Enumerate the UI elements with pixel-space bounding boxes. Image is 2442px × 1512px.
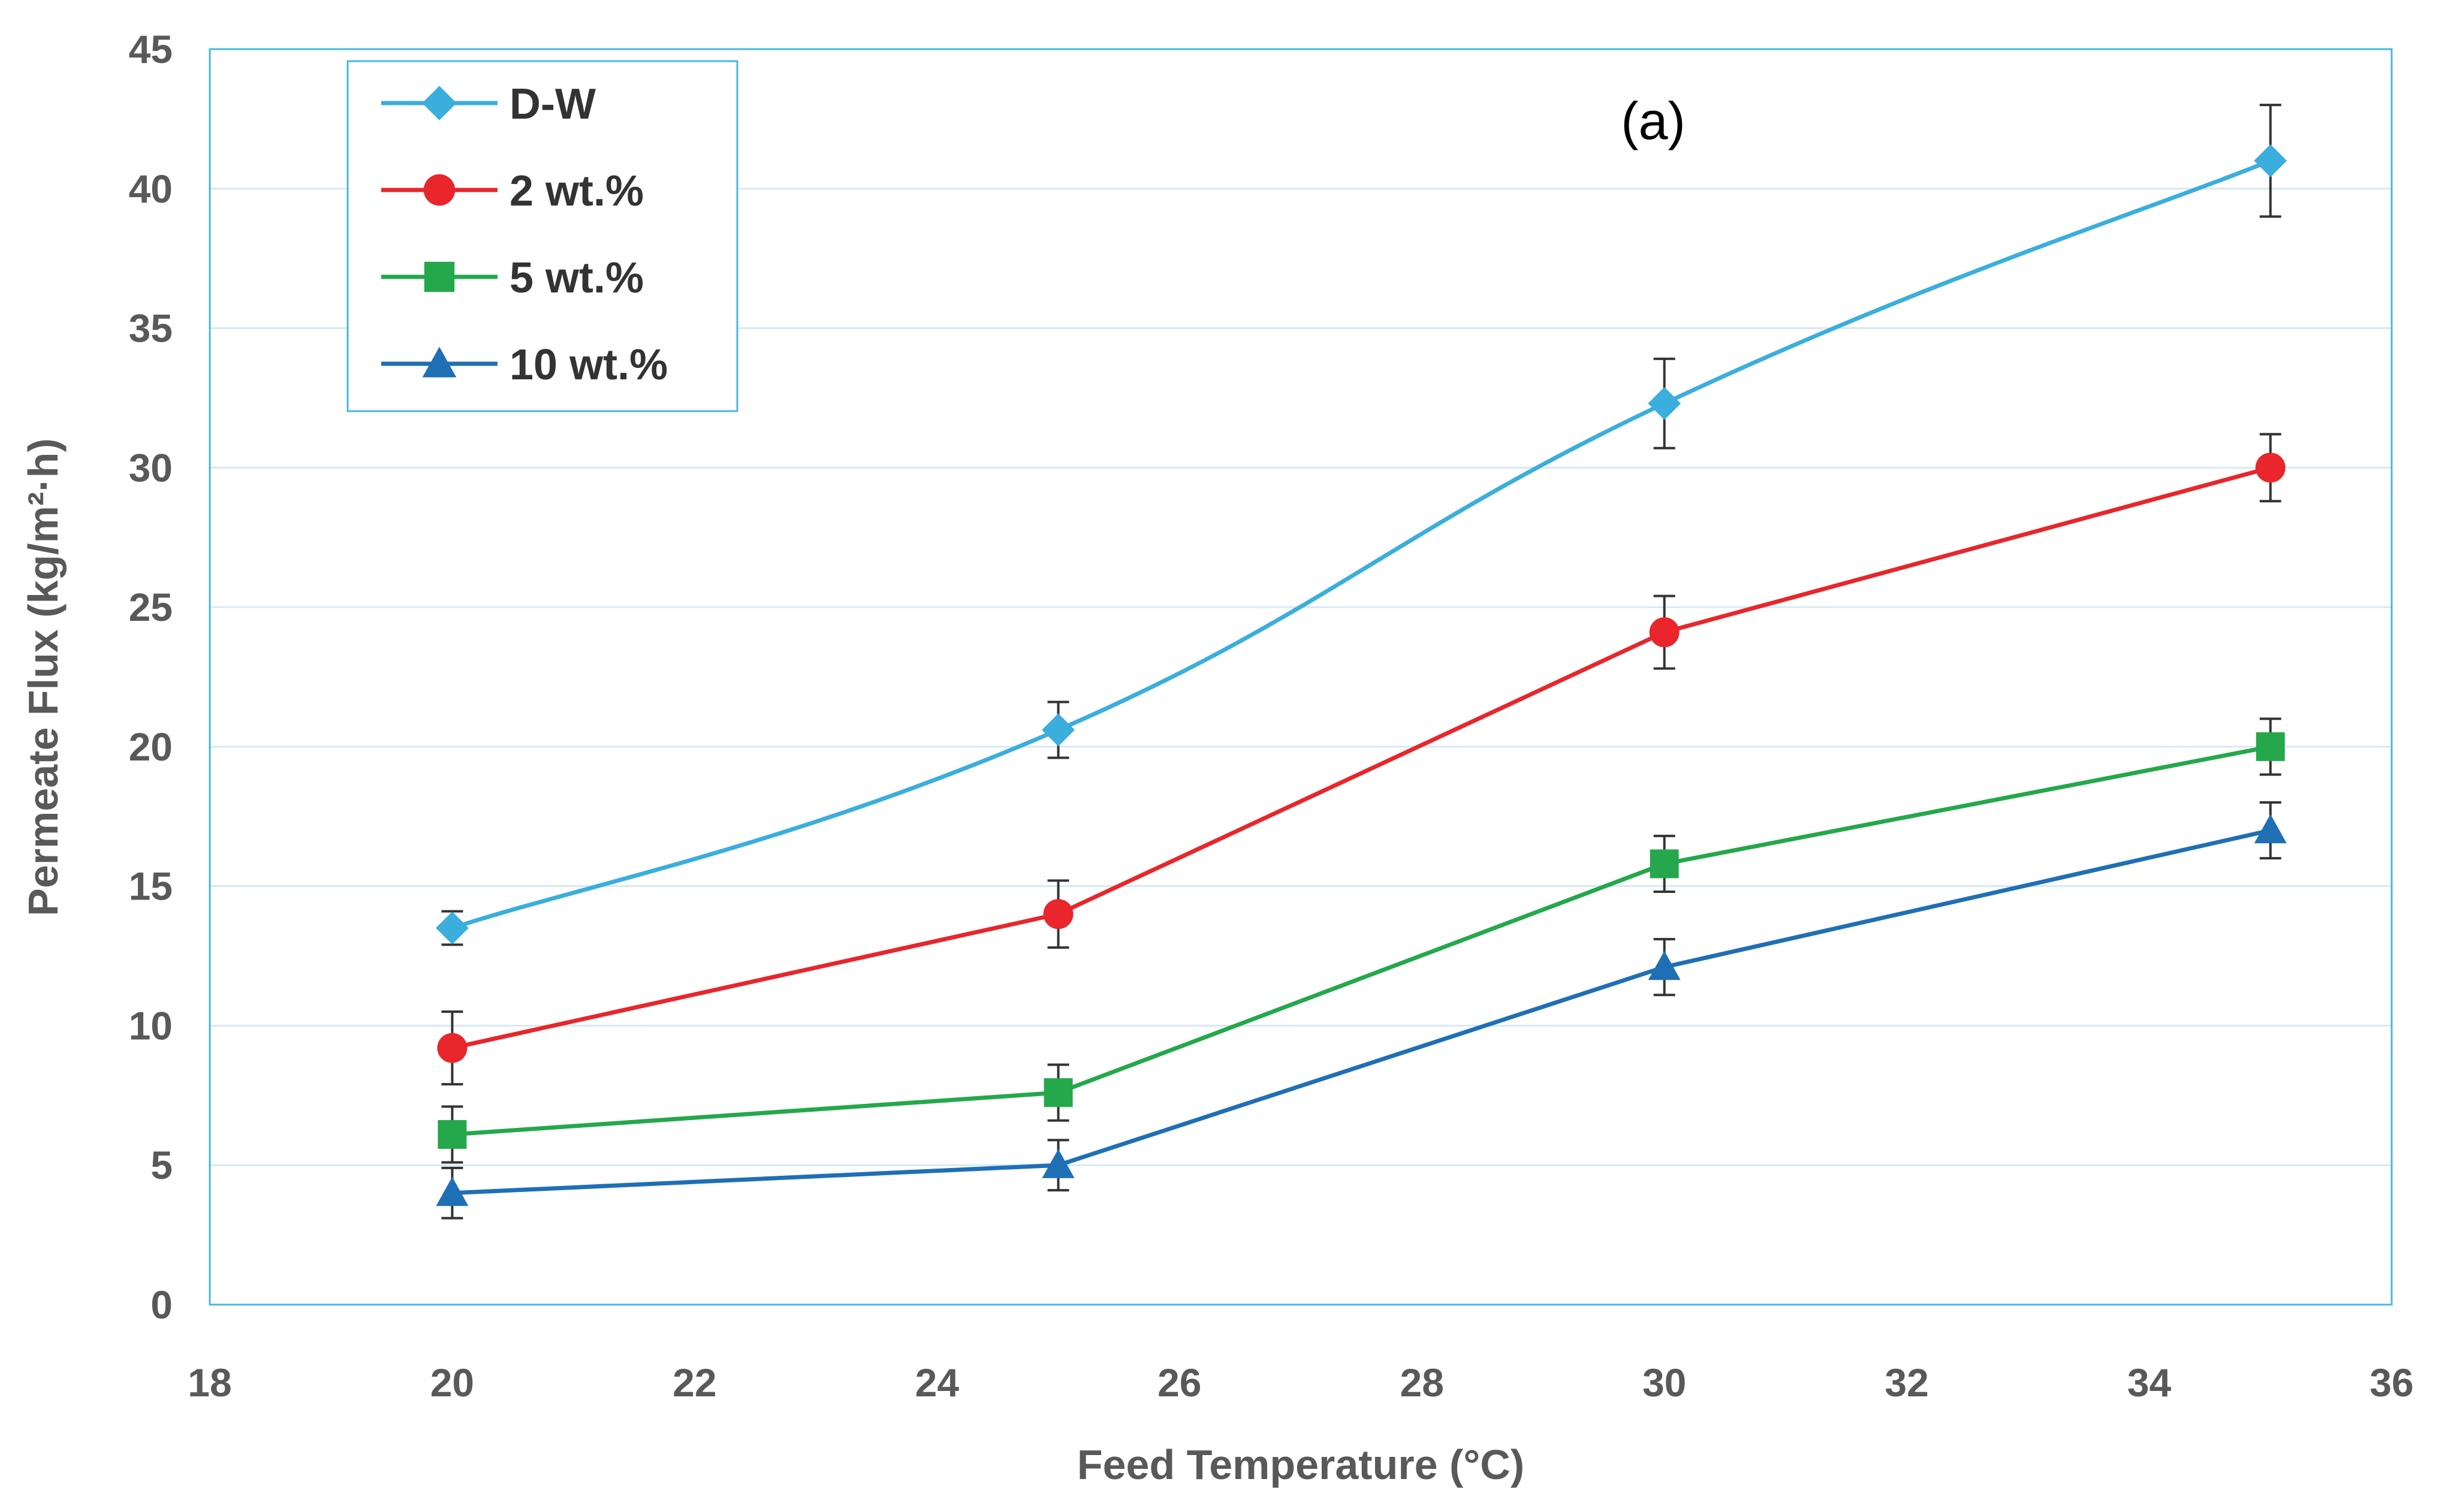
y-tick-label: 45 [129,27,173,71]
series-line-10-wt [452,828,2271,1196]
data-point-10-wt [1042,1149,1075,1178]
chart-annotation: (a) [1621,91,1686,150]
data-point-d-w [2254,144,2287,177]
series-line-d-w [451,158,2272,930]
data-point-2-wt [437,1033,468,1063]
y-tick-label: 15 [129,864,173,909]
series-10-wt [436,801,2287,1220]
legend-label: D-W [509,80,596,128]
x-tick-label: 28 [1400,1360,1444,1405]
data-point-2-wt [2255,452,2286,483]
series-line-5-wt [452,744,2271,1137]
legend-box [346,60,738,412]
legend-marker [422,346,457,378]
legend: D-W 2 wt.% 5 wt.% 10 wt.% [346,60,738,412]
x-tick-label: 32 [1885,1360,1928,1405]
legend-item-10-wt: 10 wt.% [381,341,668,389]
y-tick-label: 30 [129,445,173,490]
y-axis-ticks: 0 5 10 15 20 25 30 35 40 45 [129,27,173,1327]
x-tick-label: 30 [1642,1360,1686,1405]
series-5-wt [438,717,2285,1164]
data-point-2-wt [1043,899,1074,929]
x-tick-label: 22 [673,1360,716,1405]
legend-marker [424,261,455,292]
legend-item-5-wt: 5 wt.% [381,254,644,302]
x-tick-label: 24 [915,1360,960,1405]
plot-area-border [209,48,2393,1306]
data-point-5-wt [438,1120,467,1149]
series-2-wt [437,433,2286,1086]
data-point-10-wt [1648,950,1681,980]
y-tick-label: 0 [150,1282,173,1327]
y-tick-label: 5 [150,1143,173,1187]
legend-item-d-w: D-W [381,80,596,128]
data-point-10-wt [2254,814,2287,844]
y-tick-label: 40 [129,167,173,211]
data-point-5-wt [1650,849,1679,879]
x-axis-ticks: 18 20 22 24 26 28 30 32 34 36 [188,1360,2413,1405]
x-tick-label: 36 [2369,1360,2413,1405]
data-point-2-wt [1649,617,1680,648]
y-tick-label: 25 [129,585,173,629]
y-axis-title: Permeate Flux (kg/m²·h) [20,438,67,916]
legend-label: 5 wt.% [509,254,644,302]
y-tick-label: 10 [129,1003,173,1048]
data-point-d-w [436,912,469,944]
y-tick-label: 35 [129,306,173,351]
y-tick-label: 20 [129,725,173,769]
legend-label: 2 wt.% [509,167,644,215]
legend-item-2-wt: 2 wt.% [381,167,644,215]
data-point-d-w [1042,713,1075,747]
series-line-2-wt [451,465,2271,1051]
x-tick-label: 20 [430,1360,474,1405]
series-layer [436,104,2287,1220]
data-point-10-wt [436,1176,469,1206]
legend-marker [423,174,456,206]
data-point-d-w [1648,387,1681,420]
x-tick-label: 26 [1157,1360,1201,1405]
legend-marker [422,86,457,120]
data-point-5-wt [2256,732,2285,761]
legend-items: D-W 2 wt.% 5 wt.% 10 wt.% [381,80,668,389]
x-tick-label: 18 [188,1360,231,1405]
x-axis-title: Feed Temperature (°C) [1077,1441,1524,1488]
legend-label: 10 wt.% [509,341,668,389]
data-point-5-wt [1044,1078,1073,1107]
x-tick-label: 34 [2127,1360,2172,1405]
series-d-w [436,104,2287,946]
